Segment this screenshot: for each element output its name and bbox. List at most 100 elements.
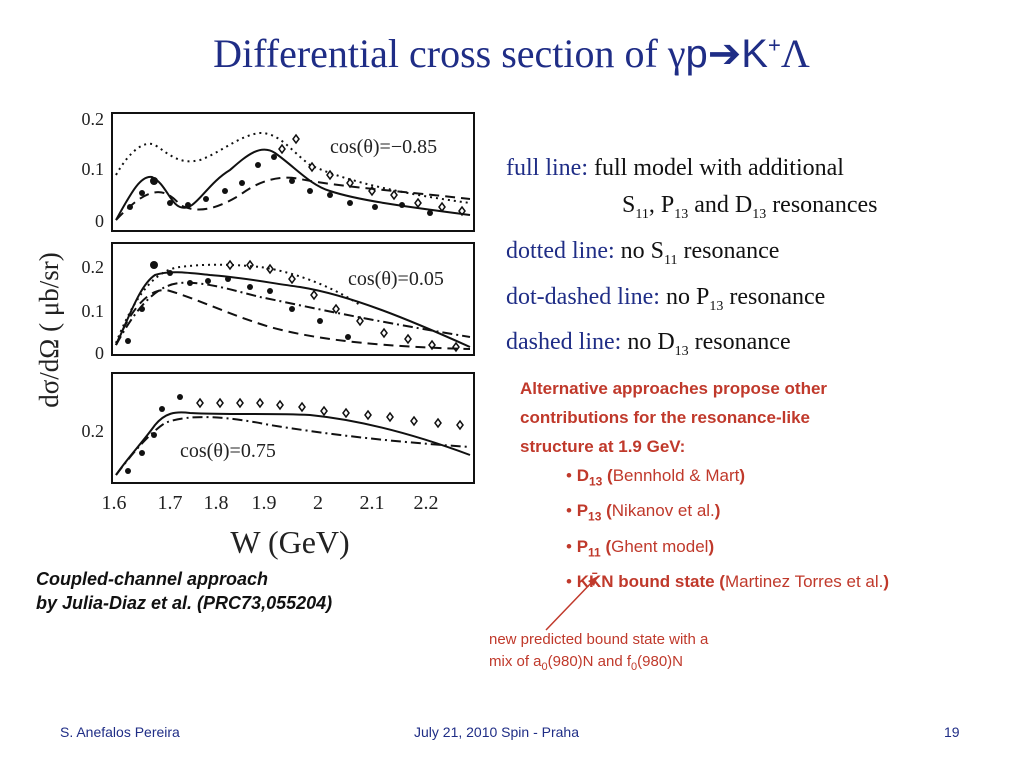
panel-1-frame [111, 112, 475, 232]
panel-3-label: cos(θ)=0.75 [180, 440, 276, 462]
title-lambda: Λ [780, 31, 810, 76]
legend-dotted-key: dotted line: [506, 237, 615, 264]
p1-dashed-line [115, 176, 471, 221]
alt-item-4-open: ( [714, 572, 725, 592]
title-k: K [741, 32, 768, 76]
panel-1-label: cos(θ)=−0.85 [330, 136, 437, 158]
note-line-1: new predicted bound state with a [489, 631, 709, 648]
title-gamma: γ [667, 31, 686, 76]
note-f: (980)N and f [547, 653, 632, 670]
alt-item-3-sym: P [576, 536, 589, 556]
title-sup: + [767, 32, 781, 58]
dashed-b: 13 [674, 344, 689, 360]
bullet-icon: • [566, 501, 572, 521]
caption-line-1: Coupled-channel approach [36, 569, 269, 589]
title-p: p [685, 32, 708, 76]
xtick-2: 1.8 [204, 492, 229, 514]
d-sym: and D [688, 192, 753, 218]
dashed-c: resonance [688, 329, 791, 356]
p1-open-data [278, 133, 466, 217]
alt-item-1: • D13 (Bennhold & Mart) [566, 461, 889, 496]
alt-item-4-sym: KK̄N bound state [576, 572, 715, 592]
p1-ytick-2: 0 [95, 211, 104, 231]
alt-item-1-sub: 13 [588, 474, 603, 489]
note-line-2: mix of a0(980)N and f0(980)N [489, 651, 708, 678]
alt-item-2-sym: P [576, 501, 589, 521]
p3-dotdash-line [115, 416, 471, 476]
dotted-a: no S [620, 237, 665, 264]
legend-dotdash-key: dot-dashed line: [506, 283, 660, 310]
p1-full-line [115, 148, 471, 221]
dotdash-b: 13 [709, 298, 724, 314]
alt-item-1-close: ) [739, 466, 746, 485]
figure-xlabel: W (GeV) [230, 524, 349, 560]
alt-item-4-close: ) [883, 572, 890, 592]
alt-item-4-ref: Martinez Torres et al. [724, 572, 884, 592]
alt-item-2: • P13 (Nikanov et al.) [566, 496, 889, 531]
alt-item-3-close: ) [708, 536, 715, 556]
legend-dotted: dotted line: no S11 resonance [506, 233, 877, 279]
pointer-arrow-icon [545, 576, 598, 631]
p2-ytick-2: 0 [95, 343, 104, 363]
panel-2-frame [111, 242, 475, 356]
alt-item-2-open: ( [601, 501, 612, 521]
bullet-icon: • [566, 572, 572, 592]
p2-ytick-0: 0.2 [82, 257, 105, 277]
p3-data [125, 394, 183, 474]
dotted-c: resonance [677, 237, 780, 264]
p2-open-data [226, 259, 460, 353]
alt-item-1-sym: D [576, 466, 589, 485]
p1-data [127, 154, 433, 216]
bullet-icon: • [566, 536, 572, 556]
curve-legend: full line: full model with additional S1… [506, 150, 877, 370]
xtick-4: 2 [313, 492, 323, 514]
alt-item-4: • KK̄N bound state (Martinez Torres et a… [566, 567, 889, 596]
legend-full-2: S11, P13 and D13 resonances [506, 187, 877, 233]
footer-date: July 21, 2010 Spin - Praha [414, 724, 579, 740]
alt-item-2-close: ) [714, 501, 721, 521]
alternatives-text: Alternative approaches propose other con… [520, 374, 827, 461]
s-sub: 11 [635, 206, 649, 222]
alt-line-1: Alternative approaches propose other [520, 379, 828, 398]
legend-full-text: full model with additional [593, 155, 844, 181]
note-end: (980)N [637, 653, 684, 670]
p2-data [125, 261, 351, 344]
legend-dashed: dashed line: no D13 resonance [506, 324, 877, 370]
p3-open-data [196, 397, 464, 431]
xtick-0: 1.6 [102, 492, 127, 514]
dotdash-c: resonance [723, 283, 826, 310]
xtick-3: 1.9 [252, 492, 277, 514]
p3-ytick-0: 0.2 [82, 421, 105, 441]
p-sub: 13 [674, 206, 689, 222]
cross-section-figure: dσ/dΩ ( μb/sr) 0.2 0.1 0 0.2 0.1 0 0.2 1… [34, 109, 475, 560]
note-a-sub: 0 [541, 661, 548, 673]
panel-3-frame [111, 372, 475, 484]
xtick-1: 1.7 [158, 492, 183, 514]
panel-2-label: cos(θ)=0.05 [348, 268, 444, 290]
note-a: mix of a [489, 653, 542, 670]
alt-line-2: contributions for the resonance-like [520, 408, 810, 427]
legend-full: full line: full model with additional [506, 150, 877, 187]
p3-full-line [115, 411, 471, 476]
p1-ytick-0: 0.2 [82, 109, 105, 129]
legend-full-key: full line: [506, 155, 588, 181]
s-sym: S [622, 192, 636, 218]
d-sub: 13 [752, 206, 767, 222]
xtick-6: 2.2 [414, 492, 439, 514]
p2-dotdash-line [115, 281, 471, 346]
alt-item-3-open: ( [600, 536, 612, 556]
res-word: resonances [766, 192, 878, 218]
caption-line-2: by Julia-Diaz et al. (PRC73,055204) [36, 593, 333, 613]
alt-item-1-ref: Bennhold & Mart [612, 466, 740, 485]
arrow-icon: ➔ [707, 32, 742, 76]
alt-item-1-open: ( [602, 466, 613, 485]
p1-ytick-1: 0.1 [82, 159, 105, 179]
alt-item-2-sub: 13 [588, 509, 602, 524]
figure-caption: Coupled-channel approach by Julia-Diaz e… [36, 567, 332, 615]
alt-item-3-ref: Ghent model [611, 536, 709, 556]
p2-dashed-line [115, 289, 471, 350]
dashed-a: no D [627, 329, 675, 356]
bullet-icon: • [566, 466, 572, 485]
alt-item-3: • P11 (Ghent model) [566, 532, 889, 567]
note-f-sub: 0 [631, 661, 638, 673]
